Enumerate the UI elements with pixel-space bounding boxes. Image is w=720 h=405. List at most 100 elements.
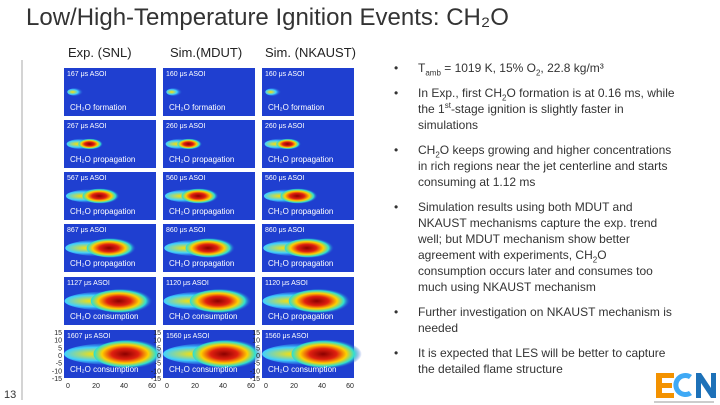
bullet-list: Tamb = 1019 K, 15% O2, 22.8 kg/m³In Exp.… — [392, 60, 677, 386]
flame — [86, 238, 137, 258]
time-label: 860 μs ASOI — [166, 227, 205, 234]
bullet-text: -stage ignition is slightly faster in si… — [418, 102, 624, 132]
panel-label: CH₂O formation — [268, 103, 324, 112]
flame — [276, 138, 302, 150]
time-label: 867 μs ASOI — [67, 227, 106, 234]
panel-label: CH₂O propagation — [268, 259, 333, 268]
panel-label: CH₂O consumption — [169, 312, 237, 321]
column-heading: Sim.(MDUT) — [170, 45, 243, 60]
y-tick-label: -10 — [52, 368, 62, 375]
y-tick-label: -15 — [250, 376, 260, 383]
time-label: 1560 μs ASOI — [265, 333, 308, 340]
bullet: In Exp., first CH2O formation is at 0.16… — [392, 85, 677, 133]
y-tick-label: -15 — [151, 376, 161, 383]
time-label: 860 μs ASOI — [265, 227, 304, 234]
bullet: Simulation results using both MDUT and N… — [392, 199, 677, 295]
bullet: Further investigation on NKAUST mechanis… — [392, 304, 677, 336]
column-heading: Exp. (SNL) — [68, 45, 132, 60]
bullet-text: 2 — [592, 255, 598, 265]
bullet-text: Further investigation on NKAUST mechanis… — [418, 305, 672, 335]
panel-label: CH₂O propagation — [268, 312, 333, 321]
bullet-text: CH — [418, 143, 436, 157]
time-label: 260 μs ASOI — [265, 123, 304, 130]
x-tick-label: 0 — [165, 383, 169, 390]
plume — [67, 88, 86, 96]
y-tick-label: -15 — [52, 376, 62, 383]
y-tick-label: 15 — [252, 330, 260, 337]
y-tick-label: -5 — [56, 361, 62, 368]
x-tick-label: 40 — [120, 383, 128, 390]
bullet-text: It is expected that LES will be better t… — [418, 346, 666, 376]
x-tick-label: 40 — [219, 383, 227, 390]
slide-title: Low/High-Temperature Ignition Events: CH… — [26, 4, 509, 31]
y-tick-label: 5 — [256, 345, 260, 352]
bullet-text: In Exp., first CH — [418, 86, 503, 100]
bullet-text: Simulation results using both MDUT and N… — [418, 200, 658, 262]
time-label: 1607 μs ASOI — [67, 333, 110, 340]
y-tick-label: 5 — [157, 345, 161, 352]
x-tick-label: 40 — [318, 383, 326, 390]
page-number: 13 — [4, 389, 17, 401]
x-tick-label: 60 — [148, 383, 156, 390]
x-tick-label: 0 — [66, 383, 70, 390]
panel-label: CH₂O propagation — [70, 155, 135, 164]
panel-label: CH₂O consumption — [70, 312, 138, 321]
time-label: 260 μs ASOI — [166, 123, 205, 130]
x-tick-label: 20 — [191, 383, 199, 390]
bullet-text: O formation is at 0.16 ms, while the 1 — [418, 86, 675, 116]
panel-label: CH₂O propagation — [268, 207, 333, 216]
panel-label: CH₂O propagation — [70, 207, 135, 216]
flame — [93, 340, 164, 368]
bullet-text: st — [444, 101, 451, 110]
panel-label: CH₂O formation — [70, 103, 126, 112]
plume — [265, 88, 284, 96]
column-heading: Sim. (NKAUST) — [265, 45, 356, 60]
flame — [181, 188, 219, 204]
bullet-text: 2 — [502, 93, 507, 103]
bullet: CH2O keeps growing and higher concentrat… — [392, 142, 677, 190]
bullet-text: 2 — [535, 68, 541, 78]
x-tick-label: 60 — [346, 383, 354, 390]
panel-label: CH₂O consumption — [268, 365, 336, 374]
y-tick-label: -10 — [250, 368, 260, 375]
plume — [166, 88, 185, 96]
flame — [288, 289, 351, 313]
x-tick-label: 60 — [247, 383, 255, 390]
time-label: 1560 μs ASOI — [166, 333, 209, 340]
time-label: 560 μs ASOI — [166, 175, 205, 182]
flame — [291, 340, 362, 368]
time-label: 567 μs ASOI — [67, 175, 106, 182]
y-tick-label: 15 — [54, 330, 62, 337]
bullet: It is expected that LES will be better t… — [392, 345, 677, 377]
panel-label: CH₂O consumption — [70, 365, 138, 374]
y-tick-label: -10 — [151, 368, 161, 375]
panel-label: CH₂O propagation — [169, 259, 234, 268]
bullet-text: 2 — [435, 150, 440, 160]
panel-label: CH₂O propagation — [268, 155, 333, 164]
panel-label: CH₂O propagation — [70, 259, 135, 268]
bullet-text: T — [418, 61, 426, 75]
y-tick-label: -5 — [254, 361, 260, 368]
flame — [284, 238, 335, 258]
y-tick-label: 10 — [153, 338, 161, 345]
panel-label: CH₂O propagation — [169, 207, 234, 216]
time-label: 560 μs ASOI — [265, 175, 304, 182]
time-label: 267 μs ASOI — [67, 123, 106, 130]
flame — [185, 238, 236, 258]
flame — [280, 188, 318, 204]
bullet-text: = 1019 K, 15% O — [440, 61, 536, 75]
y-tick-label: 5 — [58, 345, 62, 352]
time-label: 160 μs ASOI — [265, 71, 304, 78]
ecn-logo — [654, 373, 716, 403]
time-label: 1120 μs ASOI — [265, 280, 308, 287]
flame — [177, 138, 203, 150]
x-tick-label: 20 — [92, 383, 100, 390]
flame — [189, 289, 252, 313]
bullet-text: amb — [425, 68, 441, 78]
y-tick-label: -5 — [155, 361, 161, 368]
x-tick-label: 20 — [290, 383, 298, 390]
flame — [192, 340, 263, 368]
y-tick-label: 0 — [157, 353, 161, 360]
bullet-text: , 22.8 kg/m³ — [540, 61, 604, 75]
